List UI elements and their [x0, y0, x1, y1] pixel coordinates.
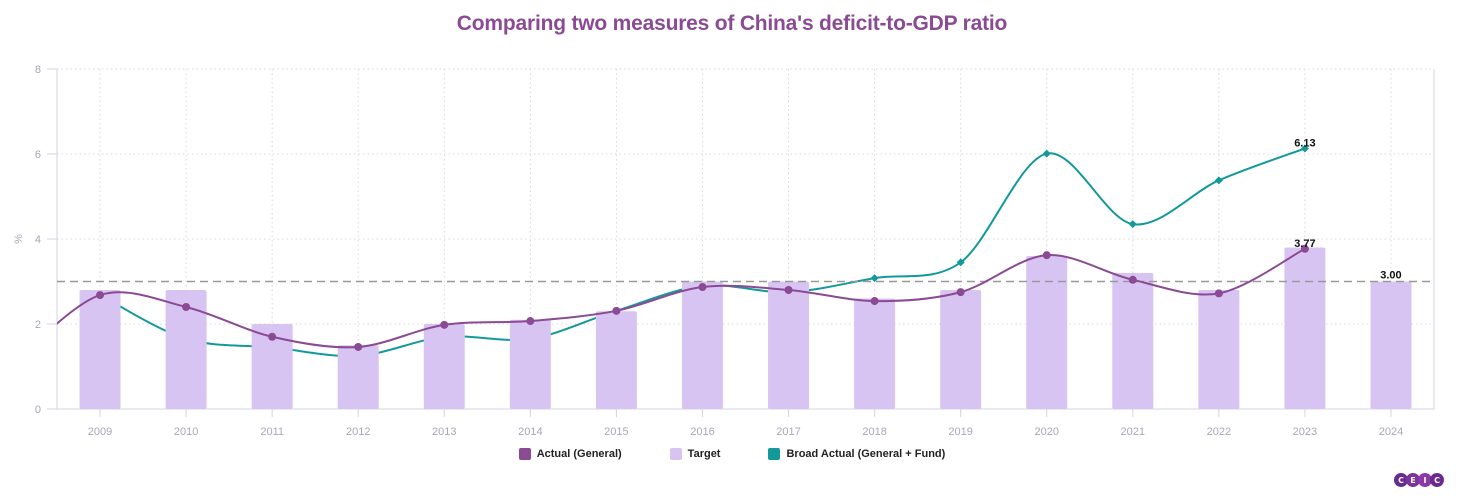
legend-item-broad-actual[interactable]: Broad Actual (General + Fund): [768, 448, 945, 460]
legend-swatch-target: [669, 448, 682, 460]
markers: [96, 144, 1309, 351]
bar-target: [509, 319, 551, 409]
marker-actual: [612, 306, 621, 315]
y-axis-title: %: [13, 234, 25, 244]
x-tick-label: 2024: [1379, 426, 1403, 438]
marker-actual: [698, 283, 707, 292]
bar-target: [251, 324, 293, 409]
legend-label: Broad Actual (General + Fund): [786, 448, 946, 460]
x-tick-label: 2023: [1293, 426, 1317, 438]
ceic-logo: C E I C: [1394, 473, 1444, 487]
legend-item-actual[interactable]: Actual (General): [518, 448, 622, 460]
x-tick-label: 2022: [1207, 426, 1231, 438]
logo-letter: I: [1418, 473, 1432, 487]
series-target: [79, 247, 1412, 409]
bar-target: [1198, 290, 1240, 409]
legend-swatch-broad: [768, 448, 781, 460]
logo-letter: C: [1430, 473, 1444, 487]
legend: Actual (General) Target Broad Actual (Ge…: [0, 448, 1464, 460]
x-tick-label: 2021: [1121, 426, 1145, 438]
marker-actual: [1300, 244, 1309, 253]
x-tick-label: 2019: [948, 426, 972, 438]
x-tick-label: 2015: [604, 426, 628, 438]
bar-target: [940, 290, 982, 409]
chart-title: Comparing two measures of China's defici…: [456, 12, 1008, 35]
legend-swatch-actual: [518, 448, 531, 460]
marker-actual: [526, 317, 535, 326]
data-label: 6.13: [1294, 137, 1315, 149]
marker-actual: [96, 291, 105, 300]
marker-broad: [1128, 220, 1137, 229]
marker-actual: [870, 297, 879, 306]
y-tick-label: 2: [35, 319, 41, 331]
bar-target: [1112, 273, 1154, 409]
bar-target: [1284, 247, 1326, 409]
y-tick-label: 8: [35, 64, 41, 76]
series-actual-general: [57, 247, 1306, 349]
logo-letter: C: [1394, 473, 1408, 487]
x-tick-label: 2010: [174, 426, 198, 438]
marker-actual: [182, 303, 191, 311]
x-tick-label: 2009: [88, 426, 112, 438]
legend-label: Target: [687, 448, 721, 460]
line-actual-general: [57, 247, 1306, 349]
x-tick-label: 2014: [518, 426, 542, 438]
bar-target: [337, 345, 379, 409]
marker-actual: [354, 342, 363, 351]
x-tick-label: 2011: [260, 426, 284, 438]
marker-actual: [1128, 275, 1137, 284]
bar-target: [423, 324, 465, 409]
marker-actual: [956, 288, 965, 297]
bar-target: [854, 298, 896, 409]
data-label: 3.77: [1294, 238, 1315, 250]
bar-target: [79, 290, 121, 409]
marker-broad: [956, 258, 965, 267]
x-tick-label: 2017: [776, 426, 800, 438]
logo-letter: E: [1406, 473, 1420, 487]
y-tick-label: 0: [35, 404, 41, 416]
legend-label: Actual (General): [536, 448, 622, 460]
marker-actual: [1042, 251, 1051, 260]
marker-broad: [1300, 144, 1309, 153]
bar-target: [1370, 281, 1412, 409]
x-tick-label: 2020: [1034, 426, 1058, 438]
marker-broad: [870, 274, 879, 283]
marker-actual: [268, 332, 277, 341]
bar-target: [165, 290, 207, 409]
data-labels: 6.13 3.77 3.00: [1294, 137, 1401, 281]
x-tick-label: 2016: [690, 426, 714, 438]
marker-actual: [440, 320, 449, 329]
bar-target: [768, 281, 810, 409]
bar-target: [595, 311, 637, 409]
x-tick-label: 2013: [432, 426, 456, 438]
legend-item-target[interactable]: Target: [669, 448, 721, 460]
bar-target: [1026, 256, 1068, 409]
data-label: 3.00: [1380, 270, 1401, 282]
y-tick-label: 4: [35, 234, 41, 246]
marker-broad: [1214, 176, 1223, 185]
marker-actual: [1214, 289, 1223, 298]
marker-actual: [784, 286, 793, 294]
x-tick-label: 2012: [346, 426, 370, 438]
marker-broad: [1042, 149, 1051, 158]
y-tick-label: 6: [35, 149, 41, 161]
x-tick-label: 2018: [862, 426, 886, 438]
bar-target: [681, 281, 723, 409]
